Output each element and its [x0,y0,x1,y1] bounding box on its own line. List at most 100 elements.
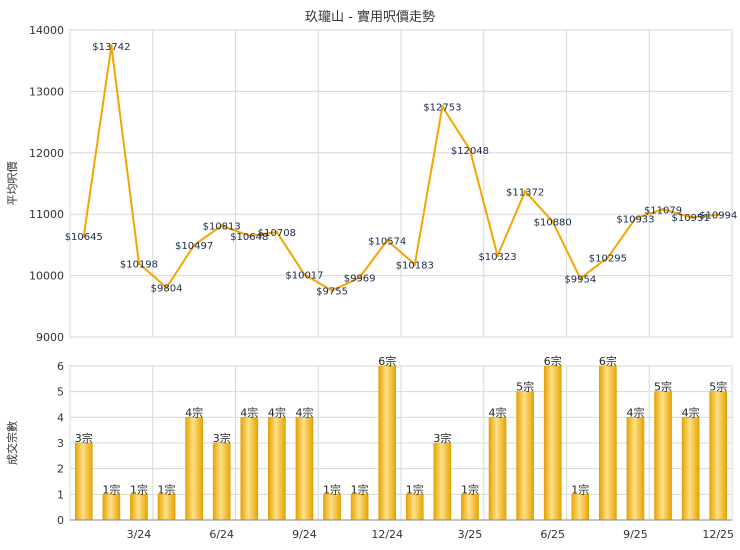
price-data-label: $10994 [699,211,737,222]
deal-count-bar [74,442,93,521]
bar-data-label: 1宗 [571,482,589,496]
price-data-label: $12048 [451,146,489,157]
bar-data-label: 1宗 [351,482,369,496]
price-data-label: $10648 [230,232,268,243]
price-point [358,276,362,280]
bar-data-label: 1宗 [406,482,424,496]
price-point [302,273,306,277]
bar-data-label: 1宗 [130,482,148,496]
price-point [716,213,720,217]
price-data-label: $12753 [423,103,461,114]
deal-count-bar [516,391,534,521]
bar-data-label: 1宗 [102,482,120,496]
bar-data-label: 4宗 [295,405,313,419]
price-point [413,262,417,266]
y-axis-label: 平均呎價 [5,162,19,206]
deal-count-bar [461,494,479,521]
price-data-label: $10323 [478,252,516,263]
x-tick-label: 9/24 [292,528,317,541]
deal-count-bar [130,494,148,521]
price-point [468,148,472,152]
deal-count-bar [543,365,562,521]
deal-count-bar [681,417,700,521]
bar-data-label: 1宗 [323,482,341,496]
price-data-label: $9954 [564,274,596,285]
bar-data-label: 5宗 [709,380,727,394]
price-point [247,234,251,238]
price-point [496,254,500,258]
deal-count-bar [626,417,645,521]
price-point [137,261,141,265]
price-data-label: $10933 [616,214,654,225]
bar-data-label: 1宗 [461,482,479,496]
price-point [606,255,610,259]
bar-data-label: 4宗 [489,405,507,419]
price-data-label: $10708 [258,228,296,239]
price-data-label: $10880 [534,218,572,229]
bar-data-label: 6宗 [544,354,562,368]
x-tick-label: 9/25 [623,528,648,541]
y-tick-label: 0 [57,514,64,527]
y-tick-label: 6 [57,360,64,373]
y-tick-label: 4 [57,411,64,424]
chart-title: 玖瓏山 - 實用呎價走勢 [305,10,435,25]
price-point [82,234,86,238]
price-data-label: $9804 [151,284,183,295]
y-axis-label: 成交宗數 [5,421,19,465]
deal-count-bar [295,417,314,521]
price-point [523,189,527,193]
bar-data-label: 4宗 [626,405,644,419]
bar-data-label: 6宗 [599,354,617,368]
price-data-label: $10574 [368,236,406,247]
bar-data-label: 3宗 [75,431,93,445]
bar-data-label: 4宗 [682,405,700,419]
price-data-label: $10198 [120,259,158,270]
bar-data-label: 1宗 [158,482,176,496]
deal-count-bar [405,494,424,521]
price-data-label: $10017 [285,271,323,282]
price-point [551,220,555,224]
x-tick-label: 3/24 [127,528,152,541]
price-data-label: $10813 [203,222,241,233]
bar-data-label: 6宗 [378,354,396,368]
deal-count-bar [433,442,452,521]
deal-count-bar [323,494,341,521]
price-point [109,44,113,48]
price-data-label: $13742 [92,42,130,53]
price-point [440,105,444,109]
price-point [275,230,279,234]
y-tick-label: 2 [57,463,64,476]
y-tick-label: 11000 [29,208,64,221]
price-data-label: $10497 [175,241,213,252]
deal-count-bar [709,391,728,521]
price-data-label: $9755 [316,287,348,298]
bar-data-label: 4宗 [185,405,203,419]
price-data-label: $10295 [589,253,627,264]
deal-count-bar [599,365,617,521]
y-tick-label: 14000 [29,24,64,37]
deal-count-bar [212,442,231,521]
price-line [82,44,719,292]
bar-data-label: 4宗 [240,405,258,419]
y-tick-label: 1 [57,488,64,501]
price-point [330,289,334,293]
x-tick-label: 3/25 [458,528,483,541]
price-point [385,238,389,242]
price-data-label: $11372 [506,187,544,198]
deal-count-bar [185,417,203,521]
bar-data-label: 3宗 [433,431,451,445]
price-data-label: $10183 [396,260,434,271]
deal-count-bar [654,391,672,521]
deal-count-bar [378,365,397,521]
price-point [165,286,169,290]
bar-data-label: 3宗 [213,431,231,445]
deal-count-bar [157,494,176,521]
price-point [220,224,224,228]
price-data-label: $9969 [344,274,376,285]
bar-data-label: 5宗 [654,380,672,394]
x-tick-label: 6/24 [209,528,234,541]
price-point [633,216,637,220]
bar-data-label: 5宗 [516,380,534,394]
x-tick-label: 6/25 [540,528,565,541]
